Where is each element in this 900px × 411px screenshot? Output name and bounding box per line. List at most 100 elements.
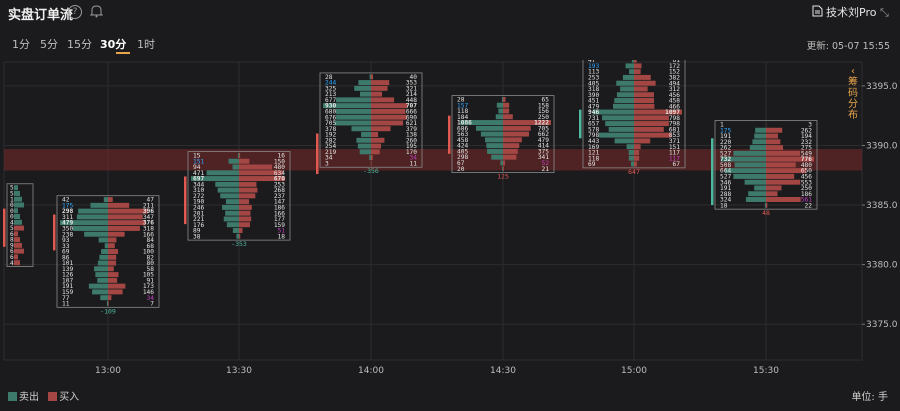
tab-1hour[interactable]: 1时 [137,38,155,51]
buy-volume-bar [766,139,781,145]
buy-volume-label: 561 [801,197,812,204]
buy-volume-label: 52 [542,160,550,167]
sell-volume-bar [361,132,371,137]
sell-volume-bar [745,197,766,202]
sell-volume-label: 272 [193,193,204,200]
sell-volume-label: 657 [588,121,599,128]
buy-volume-bar [634,80,656,86]
sell-volume-label: 220 [720,139,731,146]
volume-label: 4 [10,260,14,267]
sell-volume-label: 288 [720,191,731,198]
y-tick-label: 3385.0 [866,201,898,211]
buy-volume-bar [108,272,119,278]
sell-volume-label: 191 [62,283,73,290]
sell-volume-bar [613,103,634,109]
sell-volume-label: 69 [588,161,596,168]
sell-volume-label: 69 [62,249,70,256]
sell-volume-label: 184 [457,114,468,121]
buy-volume-bar [503,96,506,102]
buy-volume-label: 681 [669,126,680,133]
buy-volume-bar [108,260,117,266]
sell-volume-label: 451 [588,98,599,105]
buy-volume-label: 214 [406,91,417,98]
collapse-icon[interactable]: ⤡ [880,6,889,19]
buy-volume-label: 156 [538,108,549,115]
sell-volume-label: 77 [62,295,70,302]
buy-volume-bar [503,148,518,154]
tab-30min[interactable]: 30分 [100,38,127,51]
sell-volume-bar [460,120,503,126]
document-icon[interactable] [812,5,823,17]
buy-volume-label: 91 [147,277,155,284]
sell-volume-bar [215,181,239,187]
sell-volume-bar [733,150,766,156]
buy-volume-bar [503,108,510,114]
sell-volume-bar [608,126,634,132]
buy-volume-label: 51 [278,228,286,235]
sell-volume-bar [625,63,634,69]
sell-volume-label: 201 [193,210,204,217]
tab-15min[interactable]: 15分 [67,38,92,51]
buy-volume-label: 275 [801,145,812,152]
x-tick-label: 14:30 [490,366,516,376]
buy-volume-bar [634,138,651,144]
sell-volume-label: 705 [325,120,336,127]
chip-distribution-tab[interactable]: ‹ 筹码分布 [847,66,859,121]
buy-volume-label: 798 [669,121,680,128]
buy-volume-bar [634,86,648,92]
range-marker [448,115,451,154]
buy-volume-label: 662 [538,131,549,138]
buy-volume-label: 166 [143,231,154,238]
buy-volume-bar [503,131,530,137]
sell-volume-label: 28 [457,97,465,104]
sell-volume-bar [191,176,239,182]
buy-volume-bar [371,132,379,137]
sell-volume-bar [487,148,503,154]
buy-volume-bar [371,103,408,109]
buy-volume-label: 80 [147,260,155,267]
buy-volume-label: 347 [143,214,154,221]
sell-volume-bar [754,185,766,191]
buy-volume-label: 268 [274,187,285,194]
sell-volume-label: 34 [325,155,333,162]
buy-volume-label: 159 [274,222,285,229]
sell-volume-label: 47 [588,60,596,64]
sell-volume-label: 118 [588,155,599,162]
buy-volume-bar [371,85,388,91]
sell-volume-bar [354,85,371,91]
sell-volume-bar [734,162,766,168]
buy-volume-label: 376 [143,220,154,227]
tab-1min[interactable]: 1分 [12,38,30,51]
footprint-box [451,95,555,173]
volume-bar [14,219,22,225]
bell-icon[interactable] [90,4,103,18]
sell-volume-bar [335,108,371,114]
sell-volume-label: 175 [62,202,73,209]
sell-volume-label: 479 [588,103,599,110]
volume-bar [14,242,22,248]
sell-volume-label: 139 [62,266,73,273]
sell-volume-bar [724,168,766,174]
sell-volume-label: 107 [62,277,73,284]
tab-5min[interactable]: 5分 [40,38,58,51]
sell-volume-bar [104,243,108,249]
sell-volume-bar [764,202,766,208]
tool-label[interactable]: 技术刘Pro [826,6,877,19]
buy-volume-bar [766,133,778,139]
sell-volume-bar [217,187,239,193]
buy-volume-label: 776 [801,156,812,163]
buy-volume-bar [766,202,768,208]
buy-volume-bar [766,179,801,185]
sell-volume-bar [95,272,108,278]
sell-volume-bar [88,283,108,289]
buy-volume-bar [766,185,782,191]
help-icon[interactable]: ? [68,5,82,19]
delta-label: -356 [363,167,379,175]
sell-volume-bar [76,214,108,220]
volume-bar [14,202,24,208]
buy-volume-label: 146 [143,289,154,296]
buy-volume-label: 61 [673,60,681,64]
header: 实盘订单流 ? 技术刘Pro ⤡ [0,0,900,28]
buy-volume-bar [108,254,117,260]
buy-volume-label: 7 [150,301,154,308]
